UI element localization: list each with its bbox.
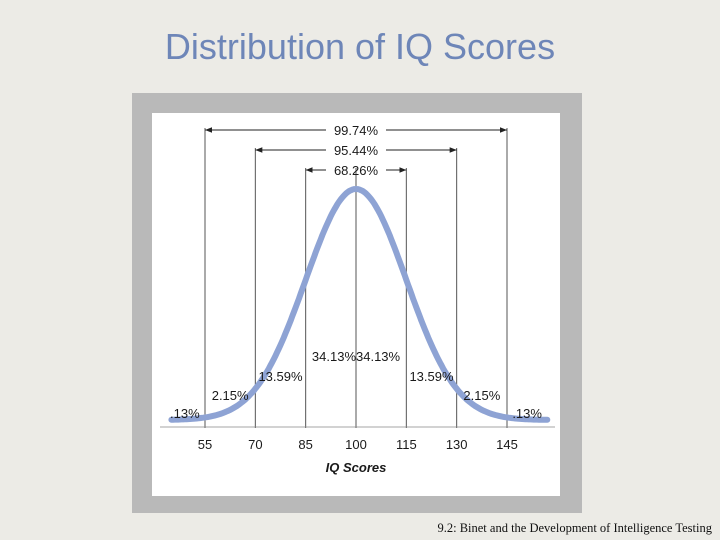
- x-tick-label: 85: [298, 437, 312, 452]
- slide-caption: 9.2: Binet and the Development of Intell…: [437, 521, 712, 535]
- x-tick-label: 130: [446, 437, 468, 452]
- normal-curve: [168, 186, 551, 423]
- area-percent-label: 34.13%: [312, 349, 357, 364]
- x-tick-label: 145: [496, 437, 518, 452]
- x-tick-label: 55: [198, 437, 212, 452]
- coverage-label: 99.74%: [334, 123, 379, 138]
- area-percent-label: .13%: [170, 406, 200, 421]
- slide-title: Distribution of IQ Scores: [164, 26, 556, 67]
- area-percent-label: 2.15%: [212, 388, 249, 403]
- coverage-label: 95.44%: [334, 143, 379, 158]
- x-tick-label: 100: [345, 437, 367, 452]
- x-tick-label: 115: [396, 437, 417, 452]
- x-tick-label: 70: [248, 437, 262, 452]
- x-axis-title: IQ Scores: [326, 460, 387, 475]
- area-percent-label: 13.59%: [409, 369, 454, 384]
- area-percent-label: 34.13%: [356, 349, 401, 364]
- area-percent-label: 13.59%: [258, 369, 303, 384]
- area-percent-label: .13%: [512, 406, 542, 421]
- coverage-label: 68.26%: [334, 163, 379, 178]
- area-percent-label: 2.15%: [463, 388, 500, 403]
